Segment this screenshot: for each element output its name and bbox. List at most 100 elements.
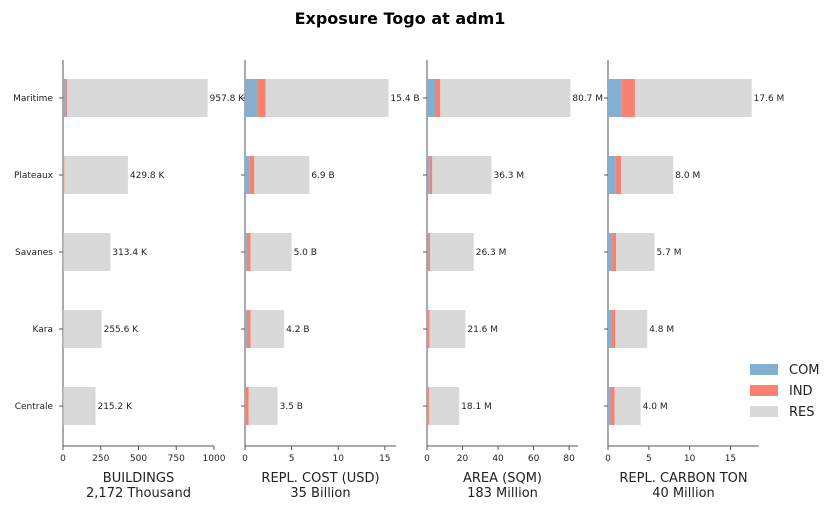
bar-ind (246, 310, 251, 348)
bar-res (440, 79, 571, 117)
legend-swatch-ind (750, 385, 778, 396)
x-tick-label: 60 (528, 454, 540, 464)
x-tick-label: 5 (289, 454, 295, 464)
bar-com (427, 387, 428, 425)
bar-ind (615, 156, 622, 194)
bar-ind (249, 156, 255, 194)
total-value-label: 17.6 M (754, 94, 785, 104)
bar-res (614, 387, 641, 425)
bar-com (245, 387, 246, 425)
x-tick-label: 500 (130, 454, 147, 464)
x-axis-label: BUILDINGS (103, 471, 174, 486)
x-axis-subtitle: 2,172 Thousand (86, 486, 191, 501)
x-tick-label: 15 (725, 454, 736, 464)
bar-ind (612, 233, 617, 271)
bar-com (63, 233, 64, 271)
total-value-label: 313.4 K (112, 248, 148, 258)
bar-res (250, 310, 285, 348)
bar-res (254, 156, 310, 194)
bar-res (63, 387, 96, 425)
total-value-label: 4.2 B (286, 325, 309, 335)
bar-res (248, 387, 278, 425)
category-label: Plateaux (14, 171, 54, 181)
bar-res (429, 310, 466, 348)
total-value-label: 8.0 M (675, 171, 700, 181)
bar-com (427, 310, 429, 348)
legend-label-ind: IND (789, 384, 813, 399)
x-tick-label: 1000 (203, 454, 226, 464)
bar-com (427, 79, 435, 117)
x-tick-label: 20 (457, 454, 469, 464)
legend: COM IND RES (750, 363, 820, 420)
bar-res (621, 156, 674, 194)
legend-label-com: COM (789, 363, 820, 378)
x-axis-label: REPL. COST (USD) (261, 471, 379, 486)
bar-ind (63, 310, 64, 348)
bar-ind (611, 310, 616, 348)
bar-ind (621, 79, 635, 117)
bar-ind (427, 387, 430, 425)
x-tick-label: 0 (242, 454, 248, 464)
x-axis-subtitle: 40 Million (652, 486, 715, 501)
category-label: Centrale (15, 402, 54, 412)
bar-ind (63, 387, 64, 425)
bar-com (608, 79, 622, 117)
bar-com (608, 387, 611, 425)
bar-res (63, 233, 111, 271)
bar-ind (246, 233, 251, 271)
bar-res (265, 79, 389, 117)
total-value-label: 957.8 K (210, 94, 246, 104)
bar-res (64, 156, 128, 194)
bar-ind (257, 79, 266, 117)
x-tick-label: 15 (379, 454, 390, 464)
x-tick-label: 10 (332, 454, 344, 464)
panel-1: Maritime Plateaux Savanes Kara Centrale 957.8… (13, 60, 245, 501)
x-tick-label: 750 (168, 454, 185, 464)
total-value-label: 4.0 M (643, 402, 668, 412)
total-value-label: 21.6 M (467, 325, 498, 335)
bar-res (250, 233, 292, 271)
bar-com (245, 79, 258, 117)
x-tick-label: 40 (492, 454, 504, 464)
bar-com (427, 156, 430, 194)
legend-label-res: RES (789, 405, 815, 420)
bar-com (245, 233, 247, 271)
bar-com (608, 156, 616, 194)
x-tick-label: 250 (92, 454, 109, 464)
x-tick-label: 0 (605, 454, 611, 464)
bar-res (63, 310, 102, 348)
total-value-label: 80.7 M (572, 94, 603, 104)
category-label: Maritime (13, 94, 53, 104)
bar-ind (434, 79, 441, 117)
total-value-label: 15.4 B (391, 94, 420, 104)
x-tick-label: 0 (424, 454, 430, 464)
x-tick-label: 80 (563, 454, 575, 464)
category-label: Savanes (15, 248, 53, 258)
bar-com (245, 310, 247, 348)
bar-com (427, 233, 429, 271)
total-value-label: 36.3 M (493, 171, 524, 181)
total-value-label: 429.8 K (130, 171, 166, 181)
bar-ind (610, 387, 615, 425)
total-value-label: 26.3 M (476, 248, 507, 258)
total-value-label: 5.0 B (294, 248, 317, 258)
total-value-label: 6.9 B (311, 171, 334, 181)
panel-4: 17.6 M 8.0 M 5.7 M 4.8 M 4.0 M 0 5 10 15 REPL. CA… (604, 60, 784, 501)
bar-res (432, 156, 492, 194)
bar-com (245, 156, 250, 194)
chart-title: Exposure Togo at adm1 (295, 9, 506, 28)
panels: Maritime Plateaux Savanes Kara Centrale 957.8… (13, 60, 784, 501)
bar-ind (429, 156, 433, 194)
bar-ind (428, 310, 430, 348)
bar-ind (245, 387, 249, 425)
total-value-label: 5.7 M (657, 248, 682, 258)
total-value-label: 255.6 K (104, 325, 140, 335)
category-label: Kara (33, 325, 53, 335)
bar-ind (65, 79, 68, 117)
bar-ind (63, 156, 65, 194)
total-value-label: 215.2 K (97, 402, 133, 412)
bar-res (616, 233, 655, 271)
bar-res (634, 79, 752, 117)
